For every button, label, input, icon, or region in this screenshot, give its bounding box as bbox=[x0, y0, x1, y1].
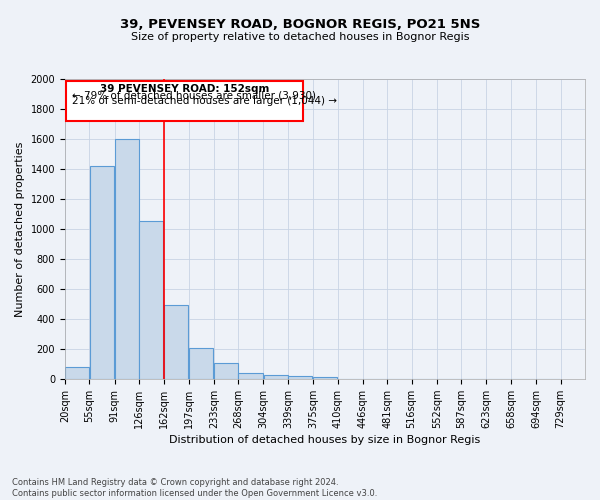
Bar bbox=[89, 166, 113, 379]
Bar bbox=[139, 222, 163, 379]
X-axis label: Distribution of detached houses by size in Bognor Regis: Distribution of detached houses by size … bbox=[169, 435, 481, 445]
Text: ← 79% of detached houses are smaller (3,930): ← 79% of detached houses are smaller (3,… bbox=[72, 90, 316, 100]
Text: Size of property relative to detached houses in Bognor Regis: Size of property relative to detached ho… bbox=[131, 32, 469, 42]
Text: 21% of semi-detached houses are larger (1,044) →: 21% of semi-detached houses are larger (… bbox=[72, 96, 337, 106]
Bar bbox=[189, 348, 213, 379]
FancyBboxPatch shape bbox=[67, 81, 302, 121]
Bar bbox=[263, 374, 288, 379]
Y-axis label: Number of detached properties: Number of detached properties bbox=[15, 141, 25, 316]
Bar bbox=[288, 376, 312, 379]
Text: Contains HM Land Registry data © Crown copyright and database right 2024.
Contai: Contains HM Land Registry data © Crown c… bbox=[12, 478, 377, 498]
Bar bbox=[313, 376, 337, 379]
Bar bbox=[238, 373, 263, 379]
Bar bbox=[214, 363, 238, 379]
Text: 39, PEVENSEY ROAD, BOGNOR REGIS, PO21 5NS: 39, PEVENSEY ROAD, BOGNOR REGIS, PO21 5N… bbox=[120, 18, 480, 30]
Bar bbox=[65, 367, 89, 379]
Bar bbox=[115, 139, 139, 379]
Text: 39 PEVENSEY ROAD: 152sqm: 39 PEVENSEY ROAD: 152sqm bbox=[100, 84, 269, 94]
Bar bbox=[164, 306, 188, 379]
